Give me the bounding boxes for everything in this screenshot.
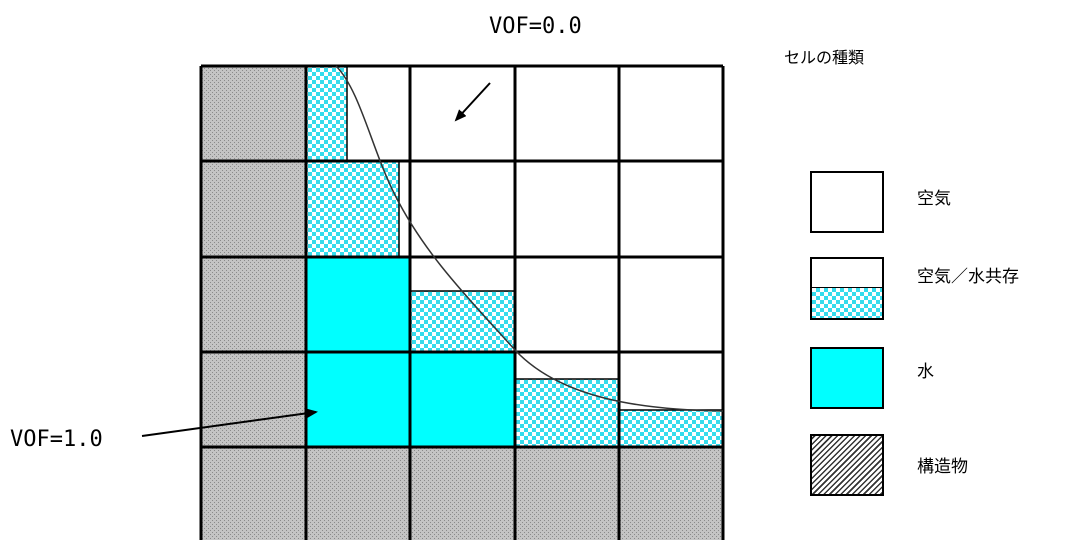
structure-cell — [306, 447, 410, 540]
structure-cell — [201, 161, 306, 257]
grid-lines — [199, 64, 725, 540]
legend-structure-swatch — [810, 434, 884, 496]
mixed-cell — [306, 161, 399, 257]
legend-water-label: 水 — [917, 362, 934, 382]
vof-zero-label: VOF=0.0 — [489, 14, 582, 39]
mixed-cell — [515, 379, 619, 447]
vof-zero-arrow — [454, 82, 491, 122]
legend-title: セルの種類 — [784, 48, 865, 67]
free-surface-curve — [335, 65, 724, 412]
structure-cell — [201, 257, 306, 352]
legend-mixed-label: 空気／水共存 — [917, 267, 1019, 287]
water-cell — [410, 352, 515, 447]
mixed-cell — [306, 66, 347, 161]
legend-air-label: 空気 — [917, 189, 951, 209]
mixed-cell — [410, 291, 515, 352]
structure-cell — [201, 447, 306, 540]
structure-cell — [201, 66, 306, 161]
vof-one-label: VOF=1.0 — [10, 427, 103, 452]
legend-mixed-swatch — [810, 257, 884, 320]
mixed-cells — [306, 66, 723, 447]
structure-cell — [201, 352, 306, 447]
structure-cells — [201, 66, 723, 540]
structure-cell — [410, 447, 515, 540]
legend-air-swatch — [810, 171, 884, 233]
mixed-cell — [619, 410, 723, 447]
water-cell — [306, 257, 410, 352]
vof-one-arrow — [141, 408, 318, 437]
water-cell — [306, 352, 410, 447]
structure-cell — [515, 447, 619, 540]
water-cells — [306, 257, 515, 447]
legend-structure-label: 構造物 — [917, 457, 968, 477]
legend-water-swatch — [810, 347, 884, 409]
structure-cell — [619, 447, 723, 540]
